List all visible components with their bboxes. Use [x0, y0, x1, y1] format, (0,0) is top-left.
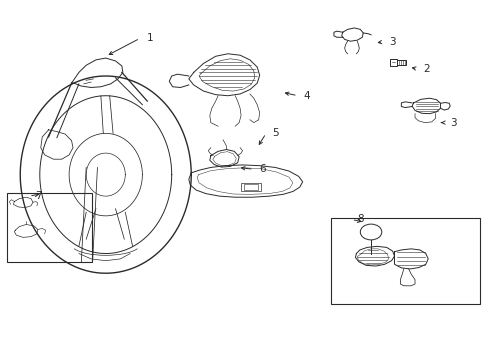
Text: 6: 6 [260, 164, 266, 174]
Bar [244, 184, 258, 190]
Text: 3: 3 [389, 37, 396, 47]
Bar [397, 60, 406, 64]
Text: 5: 5 [272, 129, 278, 138]
Bar [241, 183, 261, 192]
Text: 2: 2 [423, 64, 430, 74]
Text: 8: 8 [357, 215, 364, 224]
Text: 7: 7 [35, 191, 42, 201]
Text: 1: 1 [147, 33, 154, 43]
Bar [331, 218, 480, 304]
Text: 3: 3 [450, 118, 457, 128]
Bar [6, 193, 92, 262]
Text: 4: 4 [304, 91, 310, 101]
Bar [390, 59, 397, 66]
